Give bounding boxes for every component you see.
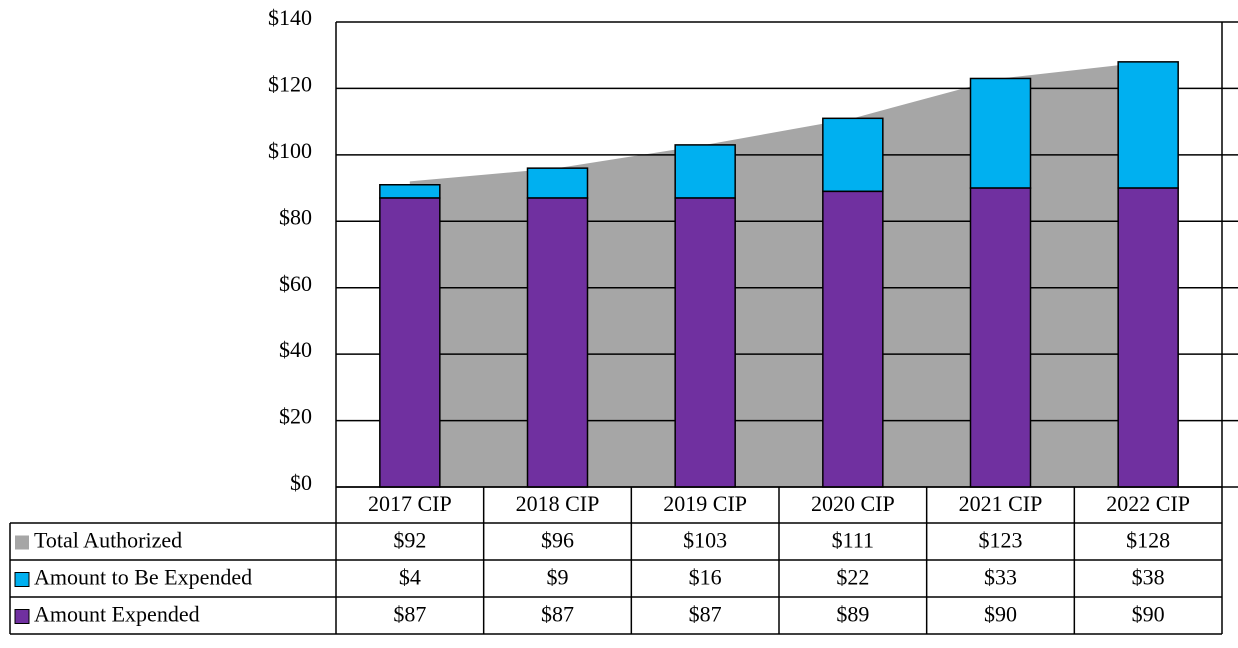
bar [969,77,1032,189]
y-tick-label: $0 [290,470,312,495]
bar [379,197,441,488]
table-value: $87 [541,602,574,627]
table-value: $90 [984,602,1017,627]
bar [674,144,736,199]
y-tick-label: $20 [279,404,312,429]
table-value: $87 [393,602,426,627]
legend-label: Amount Expended [34,602,200,627]
x-tick-label: 2019 CIP [663,491,747,516]
x-tick-label: 2021 CIP [959,491,1043,516]
table-value: $87 [689,602,722,627]
x-tick-label: 2017 CIP [368,491,452,516]
legend-key [14,609,30,624]
table-value: $89 [836,602,869,627]
x-tick-label: 2022 CIP [1106,491,1190,516]
table-value: $111 [832,528,874,553]
legend-label: Amount to Be Expended [34,565,252,590]
table-value: $128 [1126,528,1170,553]
table-value: $96 [541,528,574,553]
legend-key [14,572,30,587]
x-tick-label: 2020 CIP [811,491,895,516]
bar [674,197,736,488]
table-value: $9 [547,565,569,590]
y-tick-label: $140 [268,5,312,30]
y-tick-label: $40 [279,337,312,362]
y-tick-label: $100 [268,138,312,163]
bar [379,184,441,199]
table-value: $123 [979,528,1023,553]
y-tick-label: $60 [279,271,312,296]
table-value: $16 [689,565,722,590]
y-tick-label: $80 [279,204,312,229]
table-value: $38 [1132,565,1165,590]
table-value: $4 [399,565,421,590]
table-value: $22 [836,565,869,590]
table-value: $103 [683,528,727,553]
area [409,61,1149,487]
table-value: $90 [1132,602,1165,627]
bar [526,167,589,199]
legend-key [15,535,29,550]
bar [969,187,1032,488]
bar [822,190,884,488]
bar [1117,61,1179,189]
y-tick-label: $120 [268,71,312,96]
table-value: $33 [984,565,1017,590]
legend-label: Total Authorized [34,528,182,553]
x-tick-label: 2018 CIP [516,491,600,516]
bar [1117,187,1179,488]
bar [526,197,589,488]
table-value: $92 [393,528,426,553]
bar [822,117,884,193]
